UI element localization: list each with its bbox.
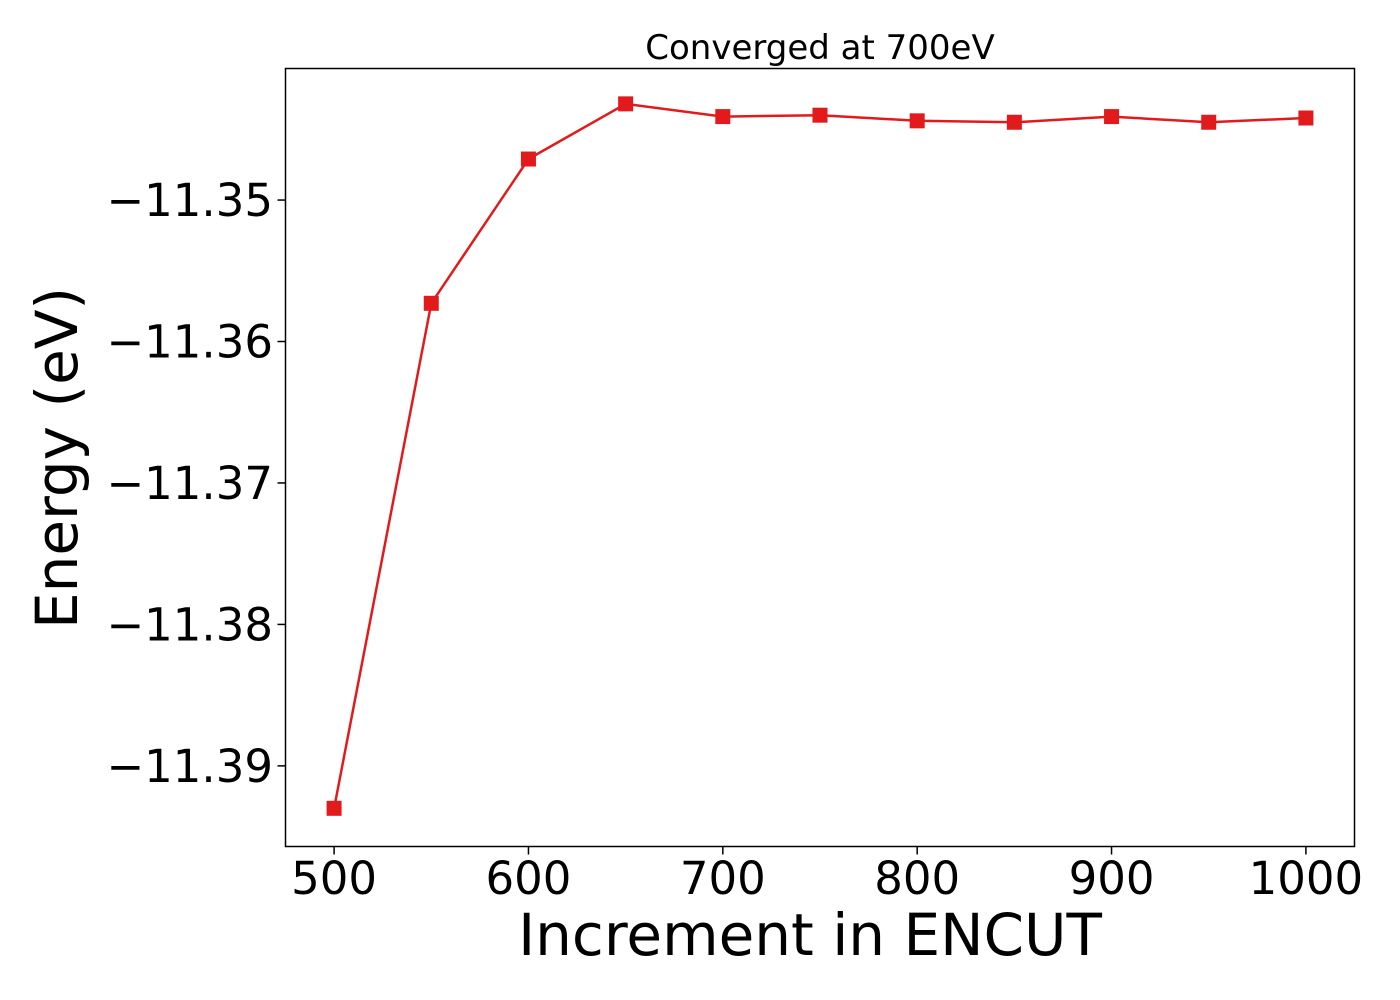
plot-area-frame <box>284 67 1356 848</box>
x-tick-label: 600 <box>486 852 572 905</box>
data-point-marker <box>1298 110 1314 126</box>
data-point-marker <box>520 151 536 167</box>
y-axis-label: Energy (eV) <box>23 287 91 629</box>
data-point-marker <box>1104 109 1120 125</box>
data-point-marker <box>1006 114 1022 130</box>
x-tick-label: 1000 <box>1249 852 1364 905</box>
x-tick-label: 500 <box>291 852 377 905</box>
x-tick-label: 900 <box>1069 852 1155 905</box>
y-tick-label: −11.36 <box>106 316 273 369</box>
x-tick-label: 700 <box>680 852 766 905</box>
series-layer <box>326 96 1314 816</box>
series-line <box>332 102 1306 809</box>
data-point-marker <box>909 113 925 129</box>
y-tick-label: −11.38 <box>106 598 273 651</box>
y-axis: −11.35 −11.36 −11.37 −11.38 −11.39 <box>106 174 286 793</box>
data-point-marker <box>1201 114 1217 130</box>
data-point-marker <box>326 800 342 816</box>
data-point-marker <box>812 107 828 123</box>
x-axis-label: Increment in ENCUT <box>518 901 1102 969</box>
y-tick-label: −11.37 <box>106 457 273 510</box>
y-tick-label: −11.39 <box>106 740 273 793</box>
data-point-marker <box>618 96 634 112</box>
data-point-marker <box>423 295 439 311</box>
x-axis: 500 600 700 800 900 1000 <box>291 846 1364 905</box>
y-tick-label: −11.35 <box>106 174 273 227</box>
chart-title: Converged at 700eV <box>645 28 994 68</box>
x-tick-label: 800 <box>874 852 960 905</box>
data-point-marker <box>715 109 731 125</box>
